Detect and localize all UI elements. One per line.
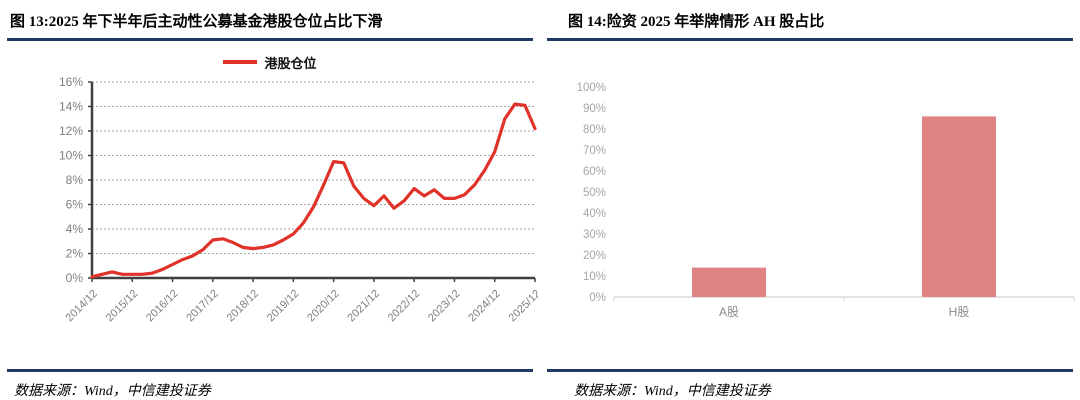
svg-text:2017/12: 2017/12 bbox=[184, 288, 221, 325]
svg-text:A股: A股 bbox=[719, 305, 739, 319]
figure-13-title: 图 13:2025 年下半年后主动性公募基金港股仓位占比下滑 bbox=[10, 14, 383, 30]
svg-text:60%: 60% bbox=[583, 166, 606, 178]
svg-text:2018/12: 2018/12 bbox=[225, 288, 262, 325]
figure-13-title-separator bbox=[7, 38, 533, 41]
legend-series-label: 港股仓位 bbox=[264, 55, 317, 71]
figure-14-title: 图 14:险资 2025 年举牌情形 AH 股占比 bbox=[568, 14, 825, 30]
figure-13-data-source-note: 数据来源：Wind，中信建投证券 bbox=[14, 384, 211, 399]
svg-text:80%: 80% bbox=[583, 124, 606, 136]
svg-text:70%: 70% bbox=[583, 145, 606, 157]
axes bbox=[613, 296, 1075, 301]
svg-text:2016/12: 2016/12 bbox=[144, 288, 181, 325]
svg-text:40%: 40% bbox=[583, 208, 606, 220]
axes bbox=[88, 81, 536, 282]
figure-13-panel: 图 13:2025 年下半年后主动性公募基金港股仓位占比下滑 港股仓位 0% 2%… bbox=[2, 14, 538, 400]
x-axis-labels: 2014/12 2015/12 2016/12 2017/12 2018/12 2019/… bbox=[64, 288, 538, 325]
bar-a-share bbox=[692, 267, 766, 297]
svg-text:8%: 8% bbox=[66, 173, 84, 187]
figure-14-footer: 数据来源：Wind，中信建投证券 bbox=[542, 369, 1078, 400]
figure-14-source-separator bbox=[547, 369, 1073, 372]
svg-text:50%: 50% bbox=[583, 187, 606, 199]
bars bbox=[692, 116, 996, 298]
svg-text:90%: 90% bbox=[583, 103, 606, 115]
hk-position-series-line bbox=[90, 102, 537, 279]
svg-text:H股: H股 bbox=[949, 305, 970, 319]
svg-text:0%: 0% bbox=[589, 292, 606, 304]
svg-text:2019/12: 2019/12 bbox=[265, 288, 302, 325]
figure-13-footer: 数据来源：Wind，中信建投证券 bbox=[2, 369, 538, 400]
svg-text:2022/12: 2022/12 bbox=[386, 288, 423, 325]
svg-text:100%: 100% bbox=[577, 82, 606, 94]
hk-position-line-chart: 0% 2% 4% 6% 8% 10% 12% 14% 16% 2014/12 2015/12 2016… bbox=[59, 75, 538, 325]
svg-text:16%: 16% bbox=[59, 75, 83, 89]
svg-text:4%: 4% bbox=[66, 222, 84, 236]
svg-text:12%: 12% bbox=[59, 124, 83, 138]
svg-text:2024/12: 2024/12 bbox=[466, 288, 503, 325]
ah-share-bar-chart: 0% 10% 20% 30% 40% 50% 60% 70% 80% 90% 100% A股 H股 bbox=[577, 82, 1075, 319]
svg-text:10%: 10% bbox=[59, 149, 83, 163]
y-axis-labels: 0% 10% 20% 30% 40% 50% 60% 70% 80% 90% 100% bbox=[577, 82, 606, 304]
svg-text:2025/12: 2025/12 bbox=[507, 288, 538, 325]
legend-line-swatch bbox=[223, 60, 258, 64]
category-labels: A股 H股 bbox=[719, 305, 969, 319]
figure-14-panel: 图 14:险资 2025 年举牌情形 AH 股占比 0% 10% 20% 30% 40%… bbox=[540, 0, 1080, 400]
figure-13-legend: 港股仓位 bbox=[2, 54, 538, 71]
y-axis-labels: 0% 2% 4% 6% 8% 10% 12% 14% 16% bbox=[59, 75, 83, 285]
svg-text:2%: 2% bbox=[66, 247, 84, 261]
svg-text:2023/12: 2023/12 bbox=[426, 288, 463, 325]
svg-text:2015/12: 2015/12 bbox=[104, 288, 141, 325]
gridlines bbox=[92, 81, 535, 254]
figure-14-data-source-note: 数据来源：Wind，中信建投证券 bbox=[574, 384, 771, 399]
svg-text:20%: 20% bbox=[583, 250, 606, 262]
svg-text:2014/12: 2014/12 bbox=[64, 288, 101, 325]
svg-text:14%: 14% bbox=[59, 100, 83, 114]
svg-text:30%: 30% bbox=[583, 229, 606, 241]
svg-text:0%: 0% bbox=[66, 271, 84, 285]
svg-text:6%: 6% bbox=[66, 198, 84, 212]
figure-13-source-separator bbox=[7, 369, 533, 372]
svg-text:2021/12: 2021/12 bbox=[345, 288, 382, 325]
figure-14-title-separator bbox=[547, 38, 1073, 41]
svg-text:2020/12: 2020/12 bbox=[305, 288, 342, 325]
svg-text:10%: 10% bbox=[583, 271, 606, 283]
bar-h-share bbox=[922, 116, 996, 298]
